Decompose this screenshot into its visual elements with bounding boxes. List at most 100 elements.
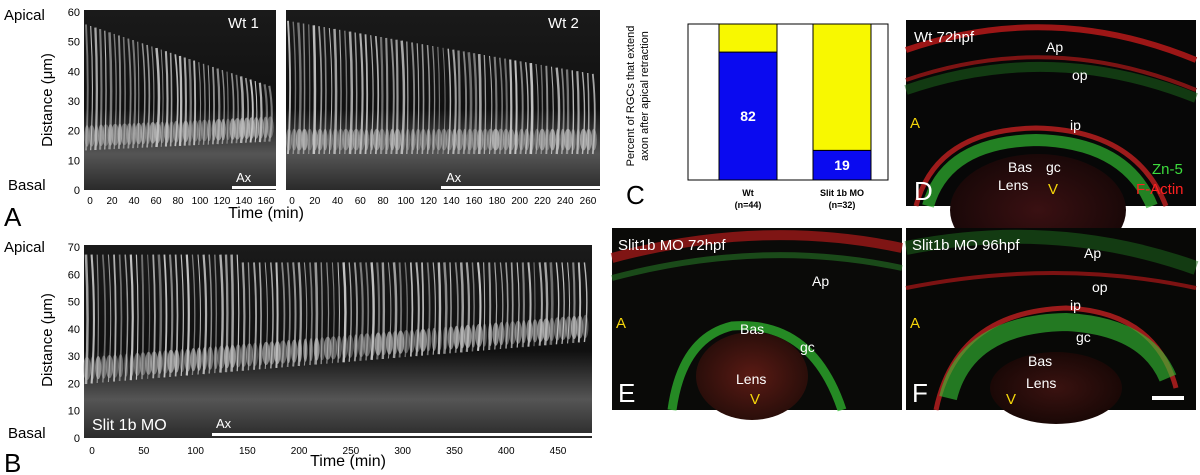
label-op-d: op [1072,67,1088,83]
label-lens-d: Lens [998,177,1028,193]
kymograph-soma [466,128,473,151]
kymograph-soma [442,326,448,350]
kymograph-soma [431,128,436,151]
label-bas-e: Bas [740,321,764,337]
x-tick-label: 240 [557,196,574,207]
label-bas-f: Bas [1028,353,1052,369]
panel-letter-a: A [4,202,22,232]
kymograph-soma [190,348,197,372]
kymograph-streak [253,262,257,370]
kymograph-soma [135,122,143,145]
kymograph-wt1-streaks [84,24,274,151]
kymograph-soma [534,128,540,151]
kymograph-soma [529,128,535,151]
x-tick-label: 350 [446,446,463,457]
y-tick-label: 50 [68,297,80,309]
y-tick-label: 40 [68,66,80,78]
kymograph-streak [202,63,206,145]
kymograph-soma [111,123,120,146]
y-tick-label: 70 [68,242,80,254]
kymograph-soma [88,125,95,147]
x-tick-label: 180 [489,196,506,207]
kymograph-soma [184,348,191,372]
kymograph-streak [348,262,352,362]
kymograph-soma [217,345,226,369]
label-ip-d: ip [1070,117,1081,133]
kymograph-soma [391,331,399,355]
label-ap-f: Ap [1084,245,1101,261]
kymograph-soma [313,337,320,361]
apical-label: Apical [4,7,45,24]
kymograph-soma [214,118,223,141]
kymograph-soma [462,128,467,151]
x-tick-label: 100 [398,196,415,207]
category-labels: Wt (n=44) Slit 1b MO (n=32) [735,188,864,210]
kymograph-soma [105,355,114,379]
bar-data-label: 19 [834,157,850,173]
kymograph-soma [328,128,333,151]
kymograph-streak [292,21,297,155]
kymograph-soma [555,128,560,151]
kymograph-soma [580,128,587,151]
kymograph-soma [502,128,510,151]
kymograph-soma [537,318,544,342]
x-tick-label: 60 [355,196,367,207]
category-sublabel: (n=32) [829,200,856,210]
kymograph-streak [348,31,354,155]
kymograph-soma [476,128,484,151]
kymograph-soma [221,118,226,141]
kymograph-streak [415,262,420,357]
apical-layer-d [905,24,1198,63]
kymograph-soma [426,128,431,151]
kymograph-streak [483,262,486,351]
kymograph-streak [443,262,448,354]
kymograph-soma [542,318,551,342]
kymograph-soma [234,344,242,368]
kymograph-soma [378,128,386,151]
kymograph-soma [564,128,572,151]
kymograph-streak [549,262,554,345]
kymograph-streak [365,262,370,361]
kymograph-soma [357,333,365,357]
kymograph-soma [167,349,175,373]
kymograph-streak [379,36,384,155]
kymograph-streak [308,24,311,155]
kymograph-soma [514,128,519,151]
kymograph-soma [437,327,442,351]
kymograph-soma [257,116,264,139]
y-tick-labels-b: 70 60 50 40 30 20 10 0 [68,242,80,445]
kymograph-soma [95,356,102,380]
kymograph-soma [323,336,332,360]
kymograph-soma [582,314,589,339]
wt1-ax-bar [232,186,276,189]
kymograph-soma [94,124,99,147]
x-tick-label: 40 [128,196,140,207]
kymograph-soma [453,325,460,349]
x-tick-label: 0 [89,446,95,457]
kymograph-streak [113,254,117,382]
green-band-d [904,61,1198,103]
kymograph-soma [352,128,360,151]
kymograph-soma [301,128,308,151]
kymograph-soma [380,331,387,356]
label-v-f: V [1006,391,1016,408]
kymograph-soma [521,320,527,344]
y-tick-label: 30 [68,96,80,108]
kymograph-streak [135,254,139,380]
kymograph-soma [202,347,208,371]
label-gc-e: gc [800,339,815,355]
y-tick-label: 50 [68,37,80,49]
kymograph-soma [145,351,153,375]
kymograph-soma [224,345,230,369]
kymograph-soma [553,317,561,341]
x-tick-label: 80 [378,196,390,207]
y-tick-label: 60 [68,269,80,281]
b-x-tick-labels: 0 50 100 150 200 250 300 350 400 450 [89,446,567,457]
outer-plexiform-d [905,55,1197,92]
wt1-label: Wt 1 [228,15,259,32]
kymograph-soma [447,326,455,350]
label-v-d: V [1048,181,1058,198]
panel-letter-e: E [618,378,635,408]
kymograph-soma [498,322,505,346]
kymograph-soma [309,338,313,362]
